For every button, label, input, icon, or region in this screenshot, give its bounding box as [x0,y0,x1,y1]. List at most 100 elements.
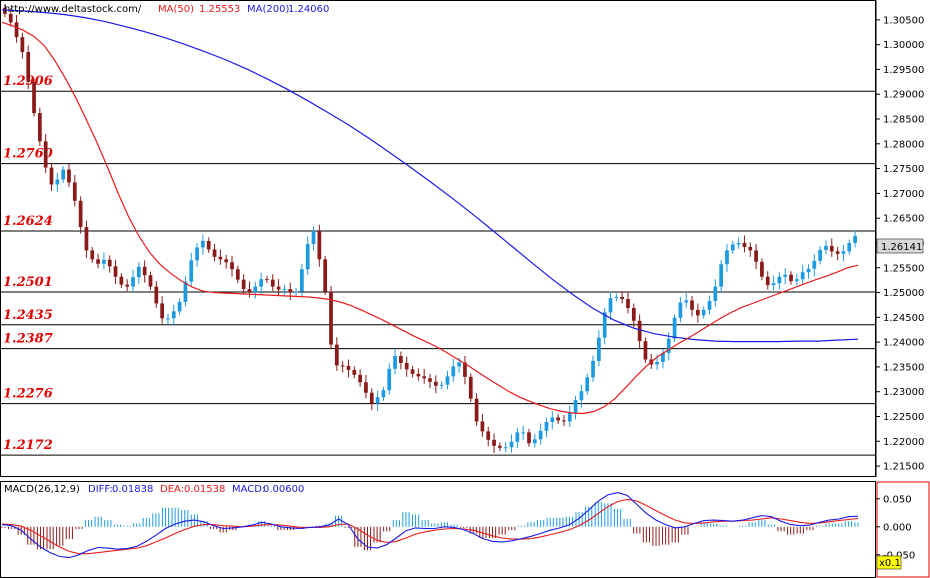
candle-body [218,256,223,260]
candle-body [748,246,753,251]
candle-body [43,141,48,168]
price-tick-label: 1.23500 [883,362,924,373]
candle-body [20,37,25,53]
candle-body [637,320,642,342]
candle-body [631,307,636,321]
candle-body [521,432,526,434]
candle-body [265,279,269,281]
candle-body [457,362,461,367]
candle-body [760,261,764,277]
candle-body [107,259,112,267]
candle-body [538,430,543,440]
price-tick-label: 1.26500 [883,214,924,225]
candle-body [503,447,508,449]
candle-body [701,309,706,316]
candle-body [754,250,758,262]
candle-body [270,279,275,287]
candle-body [829,245,834,252]
price-tick-label: 1.25000 [883,288,924,299]
candle-body [230,262,234,270]
candle-body [78,200,83,228]
macd-title: MACD(26,12,9) [4,484,80,495]
candle-body [818,249,823,261]
candle-body [288,289,293,293]
candle-body [847,242,852,252]
ma200-line [1,9,859,343]
candle-body [730,244,735,251]
candle-body [14,22,19,38]
level-label: 1.2435 [3,308,53,323]
candle-body [49,167,54,185]
candle-body [183,281,188,302]
candle-body [696,309,700,316]
candle-body [131,277,135,287]
candle-body [777,276,782,284]
candle-body [678,302,683,318]
candle-body [177,301,182,312]
candle-body [666,338,671,354]
candle-body [32,81,36,114]
candle-body [404,362,409,370]
candle-body [166,318,170,320]
level-label: 1.2760 [3,147,53,162]
macd-dea-value: 0.01538 [184,484,225,495]
price-tick-label: 1.27500 [883,164,924,175]
candle-body [445,376,450,385]
candle-body [148,275,153,287]
chart-header: http://www.deltastock.com/ MA(50) 1.2555… [4,4,329,15]
support-resistance-lines: 1.29061.27601.26241.25011.24351.23871.22… [0,74,876,456]
candle-body [550,417,555,422]
price-tick-label: 1.22500 [883,412,924,423]
candle-body [841,251,846,254]
candle-body [317,231,322,260]
candle-body [136,266,141,278]
candle-body [602,312,607,338]
candle-body [468,376,473,399]
candle-body [765,276,770,286]
source-url: http://www.deltastock.com/ [4,4,142,15]
macd-dea-line [1,498,859,555]
candle-body [37,113,42,142]
candle-body [399,356,403,363]
candle-body [142,266,147,276]
candle-body [824,245,828,250]
candle-body [305,243,310,270]
candle-body [515,432,520,442]
candle-body [113,266,118,277]
candle-body [171,311,176,319]
macd-macd-value: 0.00600 [263,484,304,495]
candle-body [684,300,689,303]
candle-body [812,260,817,269]
price-tick-label: 1.28000 [883,139,924,150]
candle-body [643,341,648,360]
candle-body [206,240,211,250]
candle-body [90,250,95,260]
candle-body [422,376,427,379]
candle-body [573,400,578,414]
candle-body [154,286,159,304]
ma50-line [1,21,859,415]
candle-body [608,297,613,313]
candle-body [690,300,694,310]
candle-body [672,317,677,339]
candle-body [381,390,386,398]
candle-body [719,264,724,287]
candle-body [358,374,362,383]
macd-diff-line [1,492,859,559]
macd-axis-ticks: 0.0500.000-0.050 [876,494,915,561]
candle-body [259,279,263,287]
candle-body [626,298,630,308]
ma50-label: MA(50) [158,4,194,15]
candle-body [61,169,66,180]
candle-body [736,242,741,245]
candle-body [451,366,456,377]
candle-body [119,276,124,285]
macd-diff-label: DIFF: [88,484,113,495]
candle-body [532,439,537,444]
level-label: 1.2624 [3,214,53,229]
candle-body [334,344,339,366]
candle-body [620,297,625,299]
candle-body [282,289,287,291]
macd-scale-frame [876,481,930,578]
candle-body [393,356,397,369]
